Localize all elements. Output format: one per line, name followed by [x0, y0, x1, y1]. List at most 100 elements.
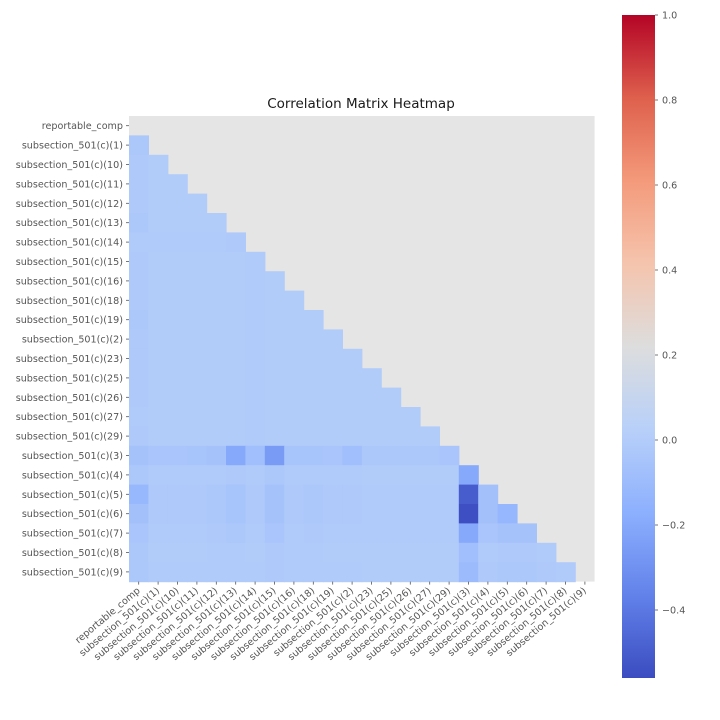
heatmap-cell	[148, 542, 169, 563]
heatmap-cell	[245, 310, 266, 330]
heatmap-cell	[361, 542, 382, 563]
heatmap-cell	[167, 193, 188, 214]
heatmap-cell	[206, 523, 227, 544]
heatmap-cell	[245, 504, 266, 524]
heatmap-cell	[148, 407, 169, 427]
heatmap-cell	[458, 484, 479, 505]
heatmap-cell	[187, 504, 208, 524]
heatmap-cell	[206, 310, 227, 330]
heatmap-cell	[323, 407, 343, 427]
heatmap-cell	[129, 465, 149, 486]
y-axis-tick-label: subsection_501(c)(18)	[16, 296, 123, 307]
y-axis-tick-label: subsection_501(c)(12)	[16, 199, 123, 210]
heatmap-cell	[439, 504, 460, 524]
heatmap-cell	[148, 310, 169, 330]
heatmap-cell	[323, 504, 343, 524]
heatmap-cell	[264, 484, 285, 505]
heatmap-cell	[439, 523, 460, 544]
heatmap-cell	[148, 271, 169, 292]
heatmap-cell	[303, 445, 324, 466]
heatmap-cell	[148, 232, 169, 253]
heatmap-cell	[148, 484, 169, 505]
heatmap-cell	[284, 387, 305, 408]
colorbar-gradient	[622, 15, 655, 678]
heatmap-cell	[381, 407, 402, 427]
y-axis-tick-label: subsection_501(c)(5)	[22, 490, 123, 501]
heatmap-cell	[187, 523, 208, 544]
heatmap-cell	[381, 426, 402, 447]
heatmap-cell	[167, 368, 188, 389]
heatmap-cell	[167, 465, 188, 486]
heatmap-cell	[323, 484, 343, 505]
y-axis-tick-label: subsection_501(c)(10)	[16, 160, 123, 171]
heatmap-cell	[342, 562, 363, 583]
y-axis-tick-label: subsection_501(c)(15)	[16, 257, 123, 268]
heatmap-cell	[129, 271, 149, 292]
heatmap-cell	[206, 426, 227, 447]
y-axis-tick-label: subsection_501(c)(6)	[22, 509, 123, 520]
heatmap-cell	[187, 329, 208, 350]
heatmap-cell	[206, 542, 227, 563]
y-axis-tick-label: subsection_501(c)(1)	[22, 141, 123, 152]
heatmap-cell	[264, 445, 285, 466]
heatmap-cell	[226, 251, 246, 272]
heatmap-cell	[439, 562, 460, 583]
heatmap-cell	[420, 445, 440, 466]
heatmap-cell	[245, 368, 266, 389]
heatmap-cell	[129, 193, 149, 214]
heatmap-cell	[167, 310, 188, 330]
heatmap-cell	[206, 562, 227, 583]
heatmap-cell	[148, 562, 169, 583]
heatmap-cell	[167, 445, 188, 466]
heatmap-cell	[284, 407, 305, 427]
heatmap-cell	[323, 387, 343, 408]
heatmap-cell	[129, 504, 149, 524]
heatmap-cell	[167, 387, 188, 408]
heatmap-cell	[420, 465, 440, 486]
heatmap-cell	[226, 387, 246, 408]
heatmap-cell	[303, 504, 324, 524]
heatmap-cell	[361, 407, 382, 427]
heatmap-cell	[497, 523, 518, 544]
heatmap-cell	[303, 310, 324, 330]
heatmap-cell	[187, 193, 208, 214]
heatmap-cell	[167, 213, 188, 233]
heatmap-cell	[129, 329, 149, 350]
y-axis-tick-label: subsection_501(c)(3)	[22, 451, 123, 462]
heatmap-cell	[400, 484, 421, 505]
heatmap-cell	[148, 465, 169, 486]
heatmap-cell	[323, 542, 343, 563]
y-axis-tick-label: subsection_501(c)(25)	[16, 373, 123, 384]
heatmap-cell	[361, 426, 382, 447]
heatmap-cell	[187, 407, 208, 427]
heatmap-cell	[284, 348, 305, 369]
heatmap-cell	[517, 562, 537, 583]
heatmap-cell	[303, 523, 324, 544]
heatmap-cell	[148, 154, 169, 175]
heatmap-cell	[303, 542, 324, 563]
heatmap-cell	[206, 213, 227, 233]
heatmap-cell	[400, 426, 421, 447]
heatmap-cell	[478, 523, 499, 544]
heatmap-cell	[342, 465, 363, 486]
heatmap-cell	[245, 348, 266, 369]
heatmap-cell	[361, 465, 382, 486]
heatmap-cell	[303, 368, 324, 389]
heatmap-cell	[187, 562, 208, 583]
heatmap-cell	[129, 213, 149, 233]
heatmap-cell	[167, 174, 188, 195]
heatmap-cell	[381, 465, 402, 486]
heatmap-cell	[264, 523, 285, 544]
heatmap-cell	[303, 562, 324, 583]
colorbar-tick-label: −0.2	[662, 521, 685, 532]
heatmap-cell	[284, 445, 305, 466]
heatmap-cell	[264, 348, 285, 369]
heatmap-cell	[206, 232, 227, 253]
heatmap-cell	[497, 504, 518, 524]
heatmap-cell	[206, 387, 227, 408]
heatmap-cell	[167, 271, 188, 292]
heatmap-cell	[420, 484, 440, 505]
heatmap-cell	[167, 484, 188, 505]
colorbar-tick-label: 0.2	[662, 351, 677, 362]
heatmap-cell	[148, 213, 169, 233]
